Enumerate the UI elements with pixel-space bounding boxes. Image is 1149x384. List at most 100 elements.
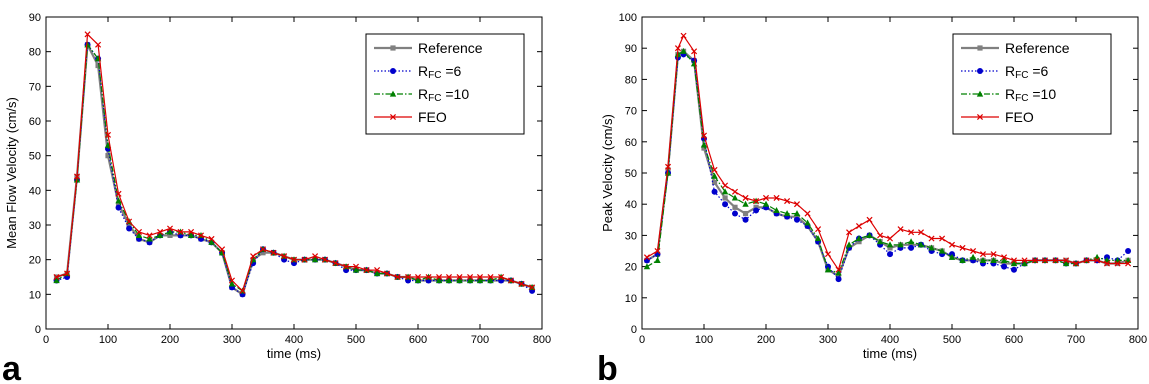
- data-point: [414, 277, 422, 284]
- data-point: [721, 188, 729, 195]
- data-point: [665, 163, 672, 170]
- series-line: [646, 50, 1129, 274]
- panel-letter-a: a: [2, 350, 22, 384]
- data-point: [1114, 260, 1121, 267]
- x-tick-label: 400: [285, 334, 303, 346]
- data-point: [886, 241, 894, 248]
- data-point: [674, 45, 681, 52]
- data-point: [783, 210, 791, 217]
- data-point: [1062, 260, 1070, 267]
- data-point: [166, 228, 174, 235]
- data-point: [64, 270, 71, 277]
- data-point: [352, 263, 360, 270]
- data-point: [643, 263, 651, 270]
- data-point: [312, 253, 319, 260]
- y-tick-label: 30: [625, 230, 637, 242]
- data-point: [301, 256, 308, 263]
- data-point: [1041, 257, 1049, 264]
- data-point: [135, 232, 143, 238]
- data-point: [722, 182, 729, 189]
- data-point: [742, 194, 749, 201]
- data-point: [228, 277, 236, 284]
- data-point: [1083, 257, 1090, 264]
- data-point: [84, 41, 91, 48]
- data-point: [270, 249, 277, 256]
- data-point: [208, 238, 215, 245]
- data-point: [773, 207, 780, 214]
- data-point: [680, 32, 687, 39]
- data-point: [773, 194, 780, 201]
- y-axis-label: Peak Velocity (cm/s): [600, 114, 615, 232]
- data-point: [691, 48, 698, 55]
- data-point: [260, 250, 266, 256]
- y-tick-label: 70: [625, 106, 637, 118]
- data-point: [866, 232, 873, 238]
- data-point: [886, 235, 894, 242]
- data-point: [711, 188, 718, 195]
- data-point: [425, 273, 432, 281]
- data-point: [908, 244, 915, 251]
- data-point: [95, 41, 102, 48]
- y-tick-label: 80: [29, 47, 41, 59]
- series-3: [643, 32, 1132, 273]
- data-point: [126, 225, 133, 232]
- data-point: [908, 242, 914, 248]
- data-point: [239, 287, 246, 294]
- data-point: [700, 141, 708, 148]
- data-point: [1011, 266, 1017, 273]
- data-point: [856, 239, 862, 245]
- legend-box: [365, 33, 525, 135]
- legend-marker: [389, 113, 397, 121]
- data-point: [115, 204, 122, 211]
- y-tick-label: 40: [625, 199, 637, 211]
- data-point: [166, 225, 174, 232]
- data-point: [321, 256, 329, 263]
- data-point: [105, 153, 111, 159]
- series-2: [53, 41, 536, 294]
- data-point: [187, 232, 195, 238]
- data-point: [887, 245, 893, 251]
- data-point: [115, 197, 122, 204]
- x-tick-label: 800: [533, 334, 551, 346]
- data-point: [1052, 257, 1059, 264]
- data-point: [1021, 260, 1028, 267]
- data-point: [804, 219, 811, 226]
- data-point: [990, 251, 997, 258]
- data-point: [711, 172, 718, 179]
- data-point: [897, 226, 904, 233]
- x-axis-label: time (ms): [863, 346, 917, 361]
- data-point: [732, 204, 738, 210]
- data-point: [1001, 260, 1007, 267]
- data-point: [654, 256, 661, 263]
- legend-marker: [976, 90, 984, 97]
- data-point: [793, 201, 801, 208]
- data-point: [219, 246, 226, 253]
- data-point: [907, 238, 915, 245]
- data-point: [507, 277, 515, 284]
- data-point: [835, 269, 842, 276]
- y-tick-label: 10: [29, 289, 41, 301]
- data-point: [53, 277, 60, 284]
- legend-label: RFC =10: [1005, 86, 1056, 104]
- data-point: [928, 244, 935, 251]
- data-point: [208, 235, 215, 242]
- data-point: [917, 241, 925, 248]
- y-tick-label: 60: [625, 137, 637, 149]
- y-tick-label: 0: [631, 324, 637, 336]
- data-point: [135, 228, 143, 235]
- data-point: [498, 273, 505, 281]
- data-point: [53, 273, 60, 281]
- y-tick-label: 100: [619, 12, 637, 24]
- data-point: [908, 229, 915, 236]
- data-point: [722, 195, 728, 201]
- x-tick-label: 100: [99, 334, 117, 346]
- data-point: [343, 263, 350, 270]
- y-tick-label: 90: [625, 43, 637, 55]
- data-point: [1021, 257, 1028, 264]
- data-point: [701, 145, 707, 151]
- data-point: [487, 273, 494, 281]
- data-point: [126, 218, 133, 225]
- x-tick-label: 600: [409, 334, 427, 346]
